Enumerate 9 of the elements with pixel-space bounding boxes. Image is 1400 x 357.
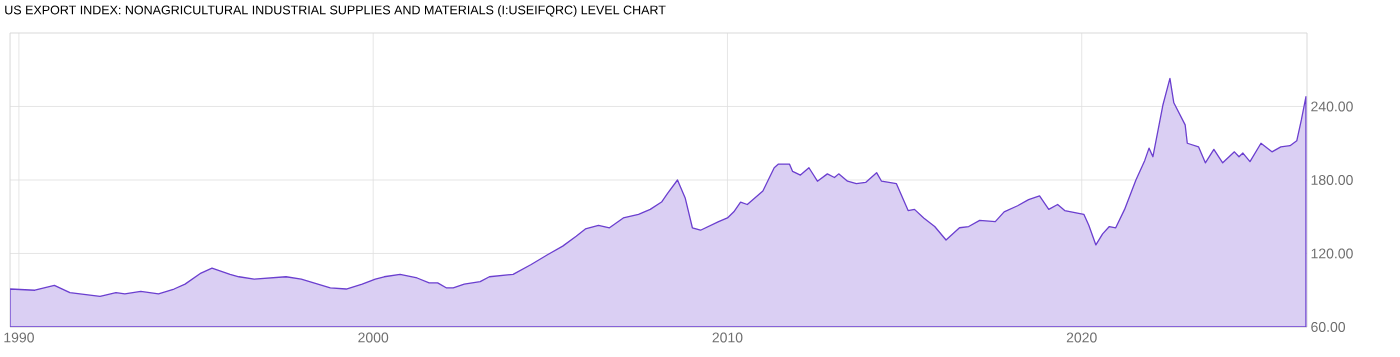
- x-tick-label: 2020: [1066, 332, 1097, 343]
- y-tick-label: 60.00: [1311, 322, 1346, 332]
- x-tick-label: 2000: [358, 332, 389, 343]
- x-tick-label: 2010: [712, 332, 743, 343]
- y-tick-label: 120.00: [1311, 248, 1353, 259]
- y-tick-label: 240.00: [1311, 101, 1353, 112]
- chart-title: US EXPORT INDEX: NONAGRICULTURAL INDUSTRIAL SUPPLIES AND MATERIALS (I:USEIFQRC) LEVEL CHART: [5, 5, 666, 17]
- y-tick-label: 180.00: [1311, 175, 1353, 185]
- x-tick-label: 1990: [4, 332, 34, 343]
